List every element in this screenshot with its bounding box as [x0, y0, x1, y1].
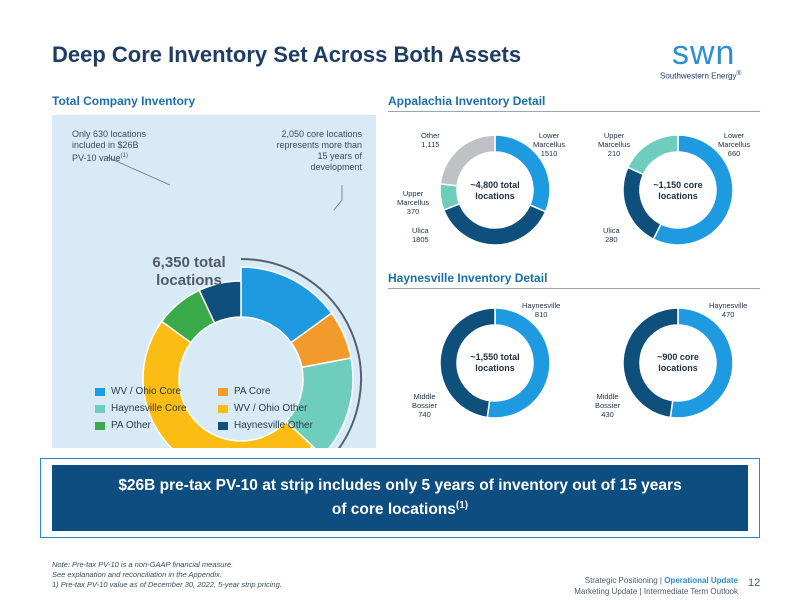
annotation-pv10: Only 630 locations included in $26B PV-1…	[72, 129, 147, 163]
appalachia-core-donut	[622, 134, 734, 246]
slice-middle-bossier	[622, 307, 679, 419]
label-haynesville: Haynesville 810	[522, 301, 561, 319]
slice-haynesville	[486, 307, 551, 419]
label-upper-marcellus-core: Upper Marcellus 210	[598, 131, 631, 158]
slice-haynesville-core	[285, 357, 354, 448]
label-haynesville-core: Haynesville 470	[709, 301, 748, 319]
section-heading-total: Total Company Inventory	[52, 94, 196, 108]
section-heading-appalachia: Appalachia Inventory Detail	[388, 94, 546, 108]
logo-tagline: Southwestern Energy®	[660, 70, 742, 81]
section-heading-haynesville: Haynesville Inventory Detail	[388, 271, 548, 285]
slice-haynesville	[669, 307, 734, 419]
slice-upper-marcellus	[626, 134, 679, 176]
banner-frame	[40, 458, 760, 538]
slice-other	[439, 134, 496, 187]
slice-middle-bossier	[439, 307, 496, 419]
footnotes: Note: Pre-tax PV-10 is a non-GAAP financ…	[52, 560, 282, 589]
haynesville-core-center: ~900 core locations	[657, 352, 699, 373]
label-ulica-core: Ulica 280	[603, 226, 620, 244]
label-middle-bossier: Middle Bossier 740	[412, 392, 438, 419]
label-other: Other 1,115	[421, 131, 440, 149]
label-ulica: Ulica 1805	[412, 226, 429, 244]
legend-wv-ohio-other: WV / Ohio Other	[218, 403, 307, 414]
page-title: Deep Core Inventory Set Across Both Asse…	[52, 42, 522, 67]
haynesville-total-donut	[439, 307, 551, 419]
legend-pa-core: PA Core	[218, 386, 271, 397]
total-center-label: 6,350 total locations	[152, 254, 226, 289]
haynesville-core-donut	[622, 307, 734, 419]
footer-nav: Strategic Positioning | Operational Upda…	[574, 576, 738, 596]
label-lower-marcellus: Lower Marcellus 1510	[533, 131, 566, 158]
page-number: 12	[748, 577, 761, 589]
divider-haynesville	[388, 288, 760, 289]
core-locations-bracket	[240, 258, 362, 448]
appalachia-total-donut	[439, 134, 551, 246]
label-middle-bossier-core: Middle Bossier 430	[595, 392, 621, 419]
legend-haynesville-other: Haynesville Other	[218, 420, 313, 431]
company-logo: swn	[672, 34, 736, 72]
legend-haynesville-core: Haynesville Core	[95, 403, 187, 414]
slice-ulica	[622, 166, 662, 241]
slice-haynesville-other	[198, 280, 242, 324]
annotation-core-locations: 2,050 core locations represents more tha…	[276, 129, 362, 172]
label-lower-marcellus-core: Lower Marcellus 660	[718, 131, 751, 158]
label-upper-marcellus: Upper Marcellus 370	[397, 189, 430, 216]
slice-wv-ohio-other	[142, 320, 314, 448]
leader-line-pv10	[106, 156, 171, 186]
legend-pa-other: PA Other	[95, 420, 151, 431]
key-message-banner: $26B pre-tax PV-10 at strip includes onl…	[52, 465, 748, 531]
leader-line-core	[333, 185, 343, 211]
slice-ulica	[442, 202, 547, 246]
divider-appalachia	[388, 111, 760, 112]
haynesville-total-center: ~1,550 total locations	[470, 352, 520, 373]
legend-wv-ohio-core: WV / Ohio Core	[95, 386, 181, 397]
slice-lower-marcellus	[652, 134, 734, 246]
appalachia-total-center: ~4,800 total locations	[470, 180, 520, 201]
appalachia-core-center: ~1,150 core locations	[653, 180, 703, 201]
total-inventory-donut	[106, 156, 362, 448]
